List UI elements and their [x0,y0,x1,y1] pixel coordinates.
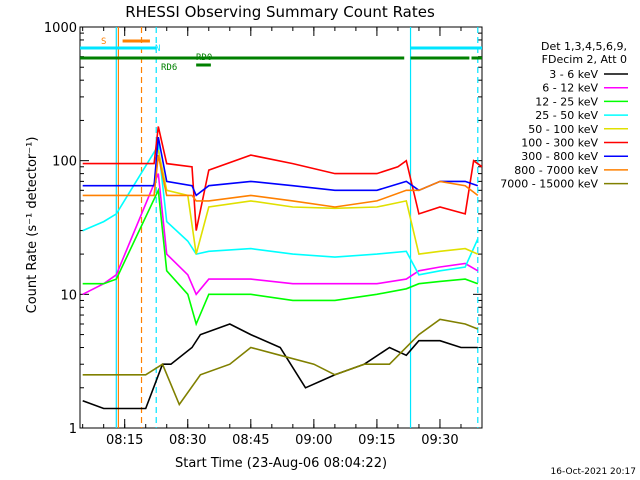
legend-entry-label: 12 - 25 keV [535,95,598,108]
flag-label-rd0: RD0 [196,53,212,63]
legend-entry-label: 100 - 300 keV [521,137,598,150]
y-tick-label: 1000 [44,21,77,36]
x-axis-label: Start Time (23-Aug-06 08:04:22) [175,456,387,471]
series-line-12-25-kev [82,187,479,327]
series-line-25-50-kev [82,142,479,276]
series-line-50-100-kev [157,149,479,255]
legend-entry-label: 25 - 50 keV [535,109,598,122]
legend-entry-label: 7000 - 15000 keV [500,178,598,191]
flag-label-n: N [155,44,160,54]
x-tick-label: 08:45 [232,433,269,448]
series-line-100-300-kev [82,126,482,231]
chart-title: RHESSI Observing Summary Count Rates [125,3,435,21]
legend-entry-label: 6 - 12 keV [542,82,598,95]
y-tick-label: 100 [52,155,77,170]
series-line-800-7000-kev [82,154,479,208]
x-tick-label: 08:30 [169,433,206,448]
y-axis-label: Count Rate (s⁻¹ detector⁻¹) [25,137,40,314]
plot-area: 1 10 100 1000 08:15 08:30 08:45 09:00 09:15 09:30… [44,21,483,448]
x-tick-label: 09:30 [421,433,458,448]
y-tick-label: 10 [60,288,77,303]
y-tick-label: 1 [69,422,77,437]
legend-entry-label: 3 - 6 keV [549,68,598,81]
flag-label-rd6: RD6 [161,63,177,73]
generation-timestamp: 16-Oct-2021 20:17 [551,467,636,477]
series-line-7000-15000-kev [82,318,479,407]
legend-header-line: Det 1,3,4,5,6,9, [541,40,627,53]
x-tick-label: 08:15 [106,433,143,448]
legend-entry-label: 300 - 800 keV [521,150,598,163]
flag-label-s: S [101,37,106,47]
series-line-6-12-kev [82,173,479,296]
plot-frame [79,26,483,429]
legend-entry-label: 800 - 7000 keV [514,164,598,177]
x-tick-label: 09:00 [295,433,332,448]
x-tick-label: 09:15 [358,433,395,448]
series-group [82,126,482,410]
legend-entry-label: 50 - 100 keV [528,123,598,136]
legend: Det 1,3,4,5,6,9,FDecim 2, Att 0 3 - 6 keV… [500,40,628,191]
legend-header-line: FDecim 2, Att 0 [542,53,627,66]
